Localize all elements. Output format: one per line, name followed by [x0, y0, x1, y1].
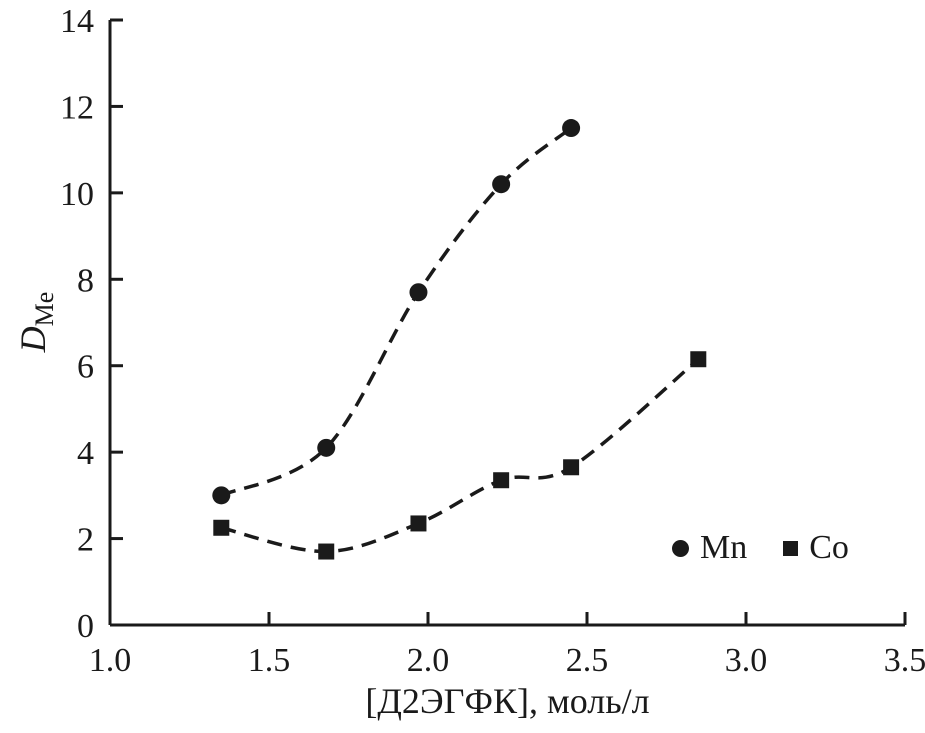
legend-item-mn: Mn [672, 529, 747, 567]
co-data-point [410, 515, 427, 532]
x-tick-label: 3.0 [725, 642, 768, 679]
mn-data-point [212, 486, 231, 505]
y-tick-label: 4 [77, 435, 94, 472]
legend-label-co: Co [809, 529, 849, 566]
y-axis-title: DMe [12, 292, 60, 353]
y-tick-label: 12 [60, 89, 94, 126]
mn-trend-curve [220, 126, 573, 497]
y-tick-label: 2 [77, 522, 94, 559]
mn-data-point [492, 175, 511, 194]
legend-label-mn: Mn [700, 529, 748, 566]
y-tick-label: 8 [77, 262, 94, 299]
co-data-point [690, 351, 707, 368]
legend: Mn Co [672, 529, 849, 567]
legend-item-co: Co [783, 529, 849, 567]
co-data-point [493, 472, 510, 489]
mn-data-point [317, 438, 336, 457]
y-tick-label: 0 [77, 608, 94, 645]
mn-data-point [409, 283, 428, 302]
x-tick-label: 1.0 [89, 642, 132, 679]
co-data-point [318, 543, 335, 560]
x-tick-label: 2.0 [407, 642, 450, 679]
x-tick-label: 2.5 [566, 642, 609, 679]
x-axis-title: [Д2ЭГФК], моль/л [365, 681, 650, 721]
co-trend-curve [220, 357, 700, 554]
x-tick-label: 1.5 [248, 642, 291, 679]
x-tick-label: 3.5 [884, 642, 925, 679]
mn-data-point [562, 119, 581, 138]
co-data-point [563, 459, 580, 476]
y-axis-title-subscript: Me [30, 291, 60, 327]
circle-marker-icon [672, 539, 689, 557]
y-tick-label: 10 [60, 176, 94, 213]
square-marker-icon [783, 540, 799, 556]
y-tick-label: 14 [60, 3, 94, 40]
co-data-point [213, 519, 230, 536]
y-axis-title-symbol: D [12, 326, 53, 353]
y-tick-label: 6 [77, 349, 94, 386]
